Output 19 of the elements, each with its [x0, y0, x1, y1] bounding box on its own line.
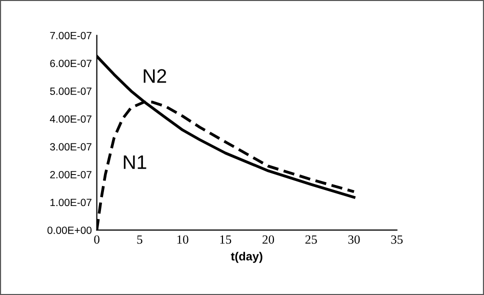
- y-tick-label: 1.00E-07: [50, 198, 92, 206]
- x-tick-label: 10: [177, 235, 188, 244]
- x-tick-label: 25: [305, 235, 317, 244]
- x-tick-label: 35: [391, 235, 403, 244]
- series-label: N2: [144, 69, 166, 83]
- y-tick-label: 5.00E-07: [50, 88, 92, 95]
- y-tick-label: 0.00E+00: [47, 226, 92, 234]
- y-tick-label: 7.00E-07: [50, 32, 92, 40]
- x-tick-label: 0: [94, 235, 100, 244]
- y-tick-label: 6.00E-07: [50, 60, 92, 68]
- x-tick-label: 5: [137, 235, 142, 244]
- series-label: N1: [124, 155, 146, 169]
- y-tick-label: 4.00E-07: [50, 115, 92, 123]
- y-tick-label: 2.00E-07: [50, 170, 92, 178]
- x-tick-label: 20: [262, 235, 274, 244]
- x-tick-label: 15: [220, 235, 232, 244]
- x-axis-title: t(day): [230, 252, 262, 263]
- x-tick-label: 30: [348, 235, 360, 244]
- y-tick-label: 3.00E-07: [50, 143, 92, 151]
